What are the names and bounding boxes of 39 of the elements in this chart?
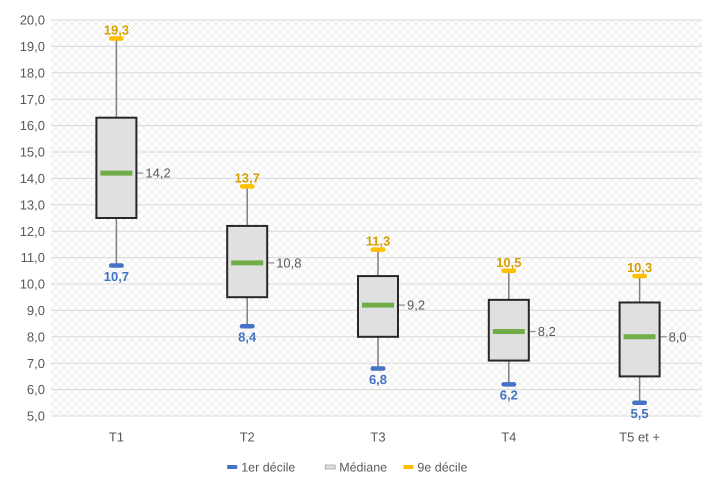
text: 8,0 [668, 329, 687, 344]
x-tick-label: T4 [501, 430, 516, 445]
text: 9,2 [407, 298, 426, 313]
data-label: 19,3 [104, 22, 130, 38]
y-tick-label: 17,0 [20, 92, 45, 107]
y-tick-label: 9,0 [26, 302, 45, 318]
text: 10,8 [276, 255, 302, 270]
text: 8,2 [538, 324, 556, 340]
y-tick-label: 15,0 [20, 144, 45, 160]
y-tick-label: 18,0 [20, 65, 45, 80]
data-label: 11,3 [366, 234, 390, 249]
data-label: 6,2 [500, 388, 518, 403]
y-tick-label: 10,0 [20, 276, 45, 292]
data-label: 10,7 [104, 268, 130, 284]
y-tick-label: 8,0 [26, 329, 45, 344]
data-label: 10,5 [496, 254, 522, 270]
x-tick-label: T3 [370, 430, 386, 445]
y-tick-label: 14,0 [20, 170, 45, 186]
x-tick-label: T5 et + [619, 430, 660, 445]
data-label: 5,5 [630, 406, 649, 422]
legend-label: 1er décile [241, 460, 296, 474]
y-tick-label: 6,0 [26, 382, 45, 398]
y-tick-label: 7,0 [26, 356, 45, 371]
y-tick-label: 16,0 [20, 118, 45, 134]
y-tick-label: 11,0 [20, 250, 45, 266]
data-label: 13,7 [234, 170, 260, 186]
x-tick-label: T1 [108, 430, 124, 445]
x-tick-label: T2 [240, 430, 255, 445]
text: 14,2 [145, 166, 171, 181]
y-tick-label: 19,0 [20, 38, 45, 54]
y-tick-label: 5,0 [26, 408, 45, 424]
legend-label: 9e décile [417, 460, 468, 474]
data-label: 10,3 [626, 260, 652, 276]
data-label: 8,4 [238, 330, 258, 345]
y-tick-label: 20,0 [20, 12, 45, 28]
y-tick-label: 13,0 [20, 197, 45, 212]
data-label: 6,8 [368, 372, 388, 387]
legend-label: Médiane [339, 460, 388, 474]
y-tick-label: 12,0 [20, 224, 45, 239]
